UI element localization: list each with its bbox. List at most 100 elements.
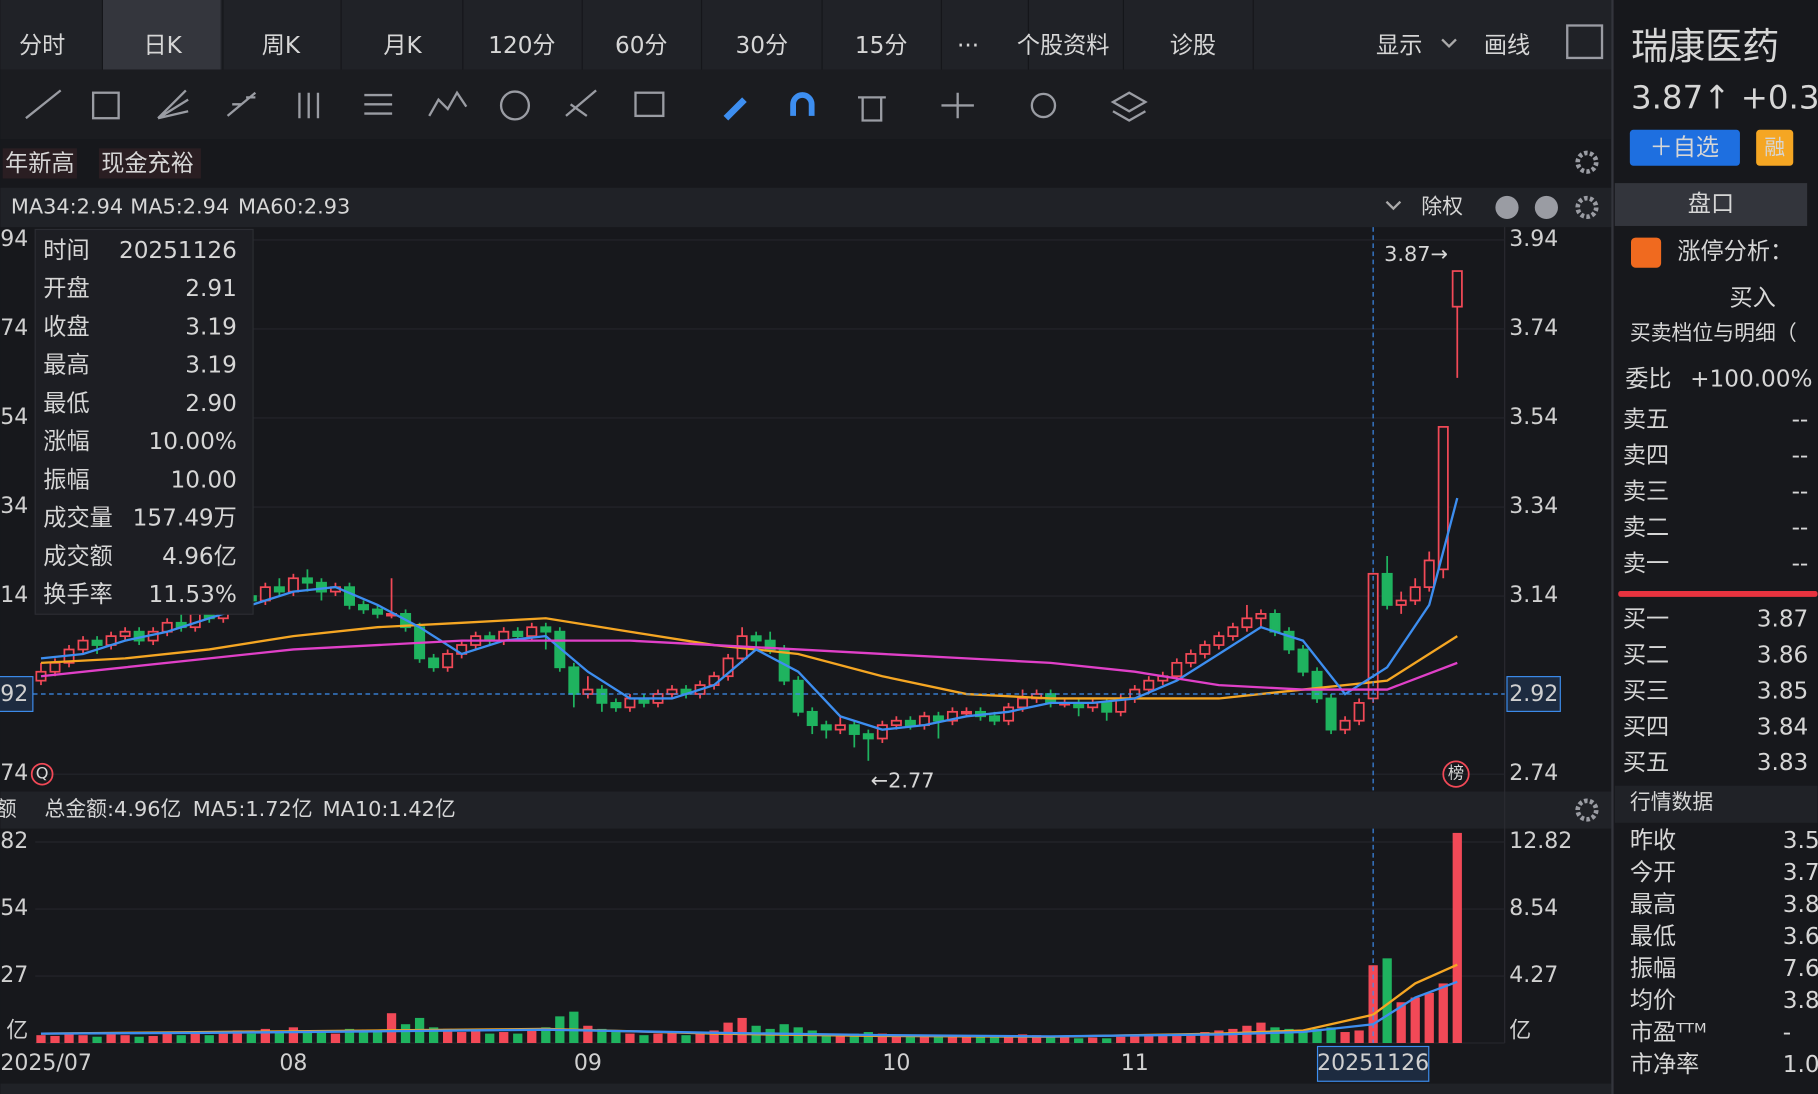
ask-value: -- [1792,478,1809,505]
depth-title: 买卖档位与明细（ [1630,321,1797,345]
volume-bar [260,1028,270,1044]
tooltip-label: 时间 [43,237,89,264]
bid-value: 3.83 [1757,749,1809,776]
settings-icon[interactable] [1575,195,1599,220]
period-tab[interactable]: 月K [383,32,422,59]
bid-value: 3.84 [1757,713,1809,740]
volume-legend: MA10:1.42亿 [323,797,456,821]
volume-bar [344,1028,355,1044]
buy-label: 买入 [1730,284,1776,311]
settings-icon[interactable] [1575,798,1599,822]
period-tab[interactable]: 周K [262,32,301,59]
stat-value: - [1783,1019,1791,1046]
volume-bar [765,1028,775,1044]
crosshair-label-bg [0,676,34,712]
period-tab[interactable]: 120分 [488,32,555,59]
volume-bar [541,1027,551,1044]
volume-bar [428,1027,439,1044]
ask-value: -- [1792,550,1809,577]
period-tab[interactable]: 15分 [855,32,908,59]
bid-label: 买一 [1623,606,1669,633]
add-watch-bg[interactable] [1629,129,1740,166]
candle-body [932,715,944,722]
stat-value: 3.8 [1783,987,1818,1014]
candle-body [273,586,285,593]
volume-bar [961,1037,972,1044]
period-tab[interactable]: 30分 [736,32,789,59]
volume-bar [891,1035,902,1044]
period-tab[interactable]: 日K [143,32,182,59]
volume-bar [288,1027,299,1044]
candle-body [1003,706,1015,722]
y-tick-label: 3.14 [1509,583,1558,608]
volume-bar [1158,1035,1168,1044]
layout-icon[interactable] [1566,24,1604,60]
volume-bar [947,1035,958,1044]
volume-bar [597,1028,607,1044]
volume-bar [1410,997,1420,1044]
tag-bg [98,148,201,179]
candle-body [77,639,89,651]
x-tick-label: 09 [574,1051,602,1076]
candle-body [1353,702,1365,722]
candle-body [666,688,678,695]
volume-bar [218,1033,228,1044]
candle-body [287,577,299,593]
candle-body [1143,679,1155,691]
stat-label: 振幅 [1630,955,1676,982]
volume-bar [639,1035,649,1044]
stat-label: 市净率 [1630,1051,1699,1078]
volume-bar [499,1032,509,1044]
ratio-label: 委比 [1625,366,1671,393]
stat-value: 3.8 [1783,891,1818,918]
volume-bar [120,1035,130,1044]
volume-bar [78,1035,88,1044]
volume-title: 额 [0,797,17,821]
settings-icon[interactable] [1575,150,1599,174]
volume-bar [695,1033,705,1044]
candle-body [1017,697,1029,709]
ask-label: 卖四 [1623,442,1669,469]
ask-value: -- [1792,406,1809,433]
toolbar-button[interactable]: 显示 [1376,32,1422,59]
volume-bar [1284,1028,1294,1044]
tooltip-label: 最高 [43,352,89,379]
volume-bar [513,1033,523,1044]
volume-bar [583,1025,593,1044]
volume-bar [204,1035,214,1044]
candle-body [1171,661,1183,678]
crosshair-price-left: 2.92 [0,682,28,707]
period-tab[interactable]: 诊股 [1170,32,1216,59]
ask-value: -- [1792,442,1809,469]
zoom-out[interactable] [1534,195,1558,220]
candle-body [301,577,313,584]
crosshair-price: 2.92 [1509,682,1558,707]
badge-ring[interactable] [1442,760,1470,788]
candle-body [343,586,355,606]
candle-body [1199,644,1211,655]
volume-bar [1116,1036,1126,1044]
zoom-in[interactable] [1495,195,1519,220]
candle-body [1339,719,1351,731]
draw-toolbar [0,69,1612,140]
bid-label: 买五 [1623,749,1669,776]
volume-bar [386,1013,397,1044]
volume-bar [1088,1037,1098,1044]
ask-label: 卖五 [1623,406,1669,433]
period-tab[interactable]: ··· [957,32,979,59]
volume-bar [975,1036,986,1044]
candle-body [946,710,958,722]
y-tick-label-left: 3.94 [0,227,28,252]
candle-body [876,724,888,740]
tab-bg[interactable] [1614,183,1808,226]
volume-bar [527,1030,537,1044]
limit-analysis: 涨停分析： [1677,238,1793,265]
period-tab[interactable]: 个股资料 [1017,32,1110,59]
period-tab[interactable]: 分时 [19,32,65,59]
toolbar-button[interactable]: 画线 [1484,32,1530,59]
x-tick-label: 11 [1121,1051,1149,1076]
volume-bar [849,1033,859,1044]
period-tab[interactable]: 60分 [615,32,668,59]
